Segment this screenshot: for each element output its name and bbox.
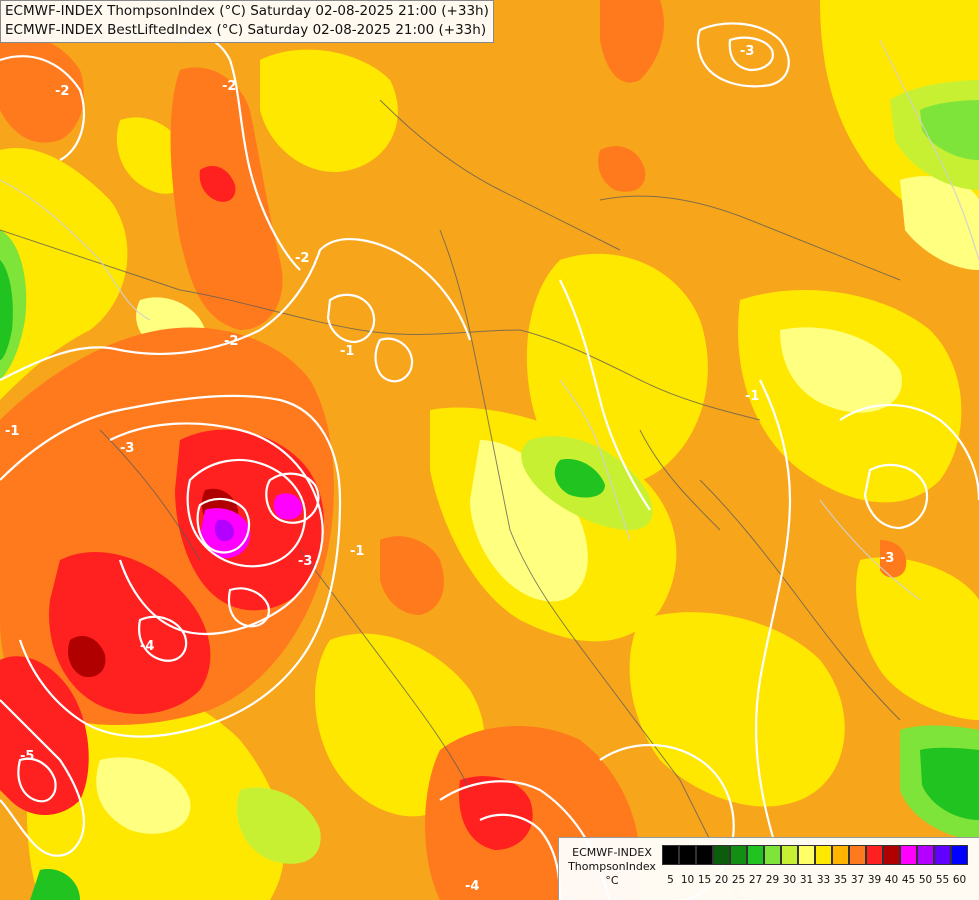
country-borders — [0, 99, 901, 900]
legend-tick-label: 30 — [782, 874, 797, 886]
legend-tick-label: 55 — [935, 874, 950, 886]
contour-label: -1 — [350, 544, 364, 559]
legend-tick-label: 25 — [731, 874, 746, 886]
map-title-box: ECMWF-INDEX ThompsonIndex (°C) Saturday … — [0, 0, 494, 43]
legend-swatch — [764, 845, 781, 865]
legend-tick-label: 35 — [833, 874, 848, 886]
contour-label: -2 — [222, 79, 236, 94]
legend-swatch — [900, 845, 917, 865]
legend-swatch — [781, 845, 798, 865]
field-green-areas — [0, 80, 979, 900]
title-line-thompson: ECMWF-INDEX ThompsonIndex (°C) Saturday … — [5, 3, 489, 19]
legend-tick-label: 27 — [748, 874, 763, 886]
contour-label: -5 — [20, 749, 34, 764]
legend-tick-label: 29 — [765, 874, 780, 886]
legend-ticks: 5 10 15 20 25 27 29 30 31 33 35 37 39 40 45 50 55 60 — [662, 874, 979, 888]
legend-tick-label: 37 — [850, 874, 865, 886]
legend-swatch — [883, 845, 900, 865]
contour-label: -3 — [120, 441, 134, 456]
legend-tick-label: 50 — [918, 874, 933, 886]
contour-label: -2 — [224, 334, 238, 349]
contour-label: -2 — [55, 84, 69, 99]
legend-swatch — [832, 845, 849, 865]
legend-tick-label: 33 — [816, 874, 831, 886]
legend-tick-label: 15 — [697, 874, 712, 886]
contour-label: -2 — [295, 251, 309, 266]
legend-swatch — [696, 845, 713, 865]
legend-swatch — [866, 845, 883, 865]
contour-label: -1 — [745, 389, 759, 404]
contour-label: -1 — [5, 424, 19, 439]
legend-tick-label: 5 — [667, 874, 674, 886]
color-legend: ECMWF-INDEX ThompsonIndex °C 5 10 15 20 25 27… — [558, 837, 979, 900]
legend-swatch — [934, 845, 951, 865]
legend-label: ECMWF-INDEX ThompsonIndex °C — [563, 846, 661, 888]
legend-tick-label: 45 — [901, 874, 916, 886]
legend-tick-label: 31 — [799, 874, 814, 886]
legend-tick-label: 10 — [680, 874, 695, 886]
legend-swatch — [849, 845, 866, 865]
contour-label: -3 — [740, 44, 754, 59]
legend-swatch — [815, 845, 832, 865]
contour-labels: -2 -2 -2 -2 -3 -3 -3 -1 -1 -4 -5 -3 -4 -… — [5, 44, 894, 894]
legend-swatches — [662, 845, 968, 867]
legend-model: ECMWF-INDEX — [572, 846, 652, 859]
legend-swatch — [662, 845, 679, 865]
legend-swatch — [951, 845, 968, 865]
legend-unit: °C — [605, 874, 619, 887]
title-line-lifted: ECMWF-INDEX BestLiftedIndex (°C) Saturda… — [5, 22, 487, 38]
contour-label: -1 — [340, 344, 354, 359]
legend-tick-label: 20 — [714, 874, 729, 886]
legend-parameter: ThompsonIndex — [568, 860, 656, 873]
legend-swatch — [798, 845, 815, 865]
legend-tick-label: 40 — [884, 874, 899, 886]
legend-tick-label: 60 — [952, 874, 967, 886]
contour-label: -4 — [140, 639, 154, 654]
contour-label: -3 — [298, 554, 312, 569]
legend-swatch — [730, 845, 747, 865]
legend-tick-label: 39 — [867, 874, 882, 886]
legend-swatch — [679, 845, 696, 865]
contour-label: -3 — [880, 551, 894, 566]
contour-label: -4 — [465, 879, 479, 894]
legend-swatch — [713, 845, 730, 865]
legend-swatch — [747, 845, 764, 865]
legend-swatch — [917, 845, 934, 865]
coastlines — [0, 39, 979, 601]
field-magenta-core — [200, 493, 302, 559]
lifted-index-contours — [0, 22, 979, 900]
